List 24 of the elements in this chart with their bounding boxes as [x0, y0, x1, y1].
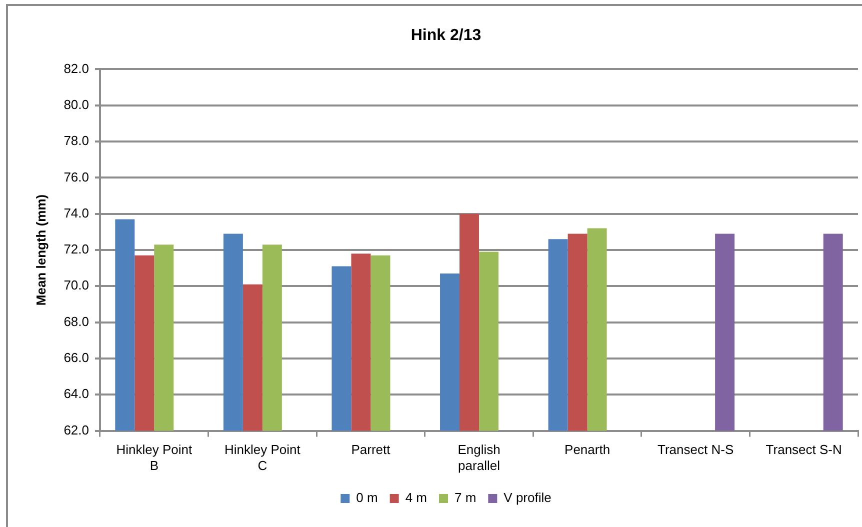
x-tick-label: Penarth: [564, 442, 610, 458]
legend-label: 0 m: [356, 490, 378, 506]
y-tick-label: 78.0: [64, 133, 89, 148]
x-tick-label: Hinkley Point C: [224, 442, 301, 473]
chart-title: Hink 2/13: [410, 27, 482, 44]
y-axis-title: Mean length (mm): [33, 194, 48, 306]
y-tick-label: 68.0: [64, 314, 89, 329]
y-tick-label: 70.0: [64, 278, 89, 293]
legend-label: 7 m: [454, 490, 476, 506]
y-tick-label: 66.0: [64, 350, 89, 366]
y-tick-label: 76.0: [64, 169, 89, 184]
x-tick-label: Transect S-N: [766, 442, 842, 458]
y-tick-label: 82.0: [64, 60, 89, 76]
x-tick-label: English parallel: [458, 442, 500, 473]
x-tick-label: Transect N-S: [658, 442, 734, 458]
x-tick-label: Parrett: [351, 442, 391, 458]
y-tick-label: 72.0: [64, 242, 89, 257]
y-tick-label: 62.0: [64, 422, 89, 438]
legend-label: 4 m: [405, 490, 427, 506]
x-tick-label: Hinkley Point B: [116, 442, 192, 473]
legend-label: V profile: [504, 490, 552, 506]
y-tick-label: 74.0: [64, 205, 89, 220]
y-tick-label: 80.0: [64, 96, 89, 112]
y-tick-label: 64.0: [64, 386, 89, 402]
